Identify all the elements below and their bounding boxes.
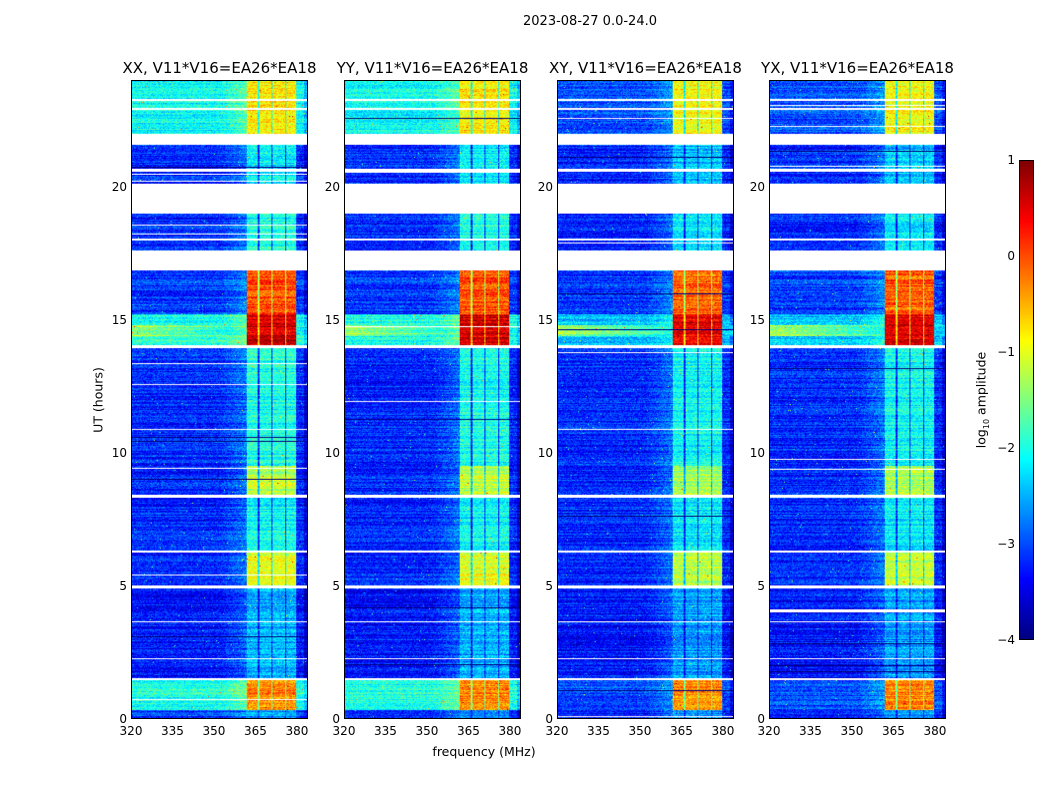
spectrogram-panel <box>557 80 734 719</box>
colorbar-tick-label: −2 <box>997 441 1015 455</box>
x-tick-label: 350 <box>840 724 864 738</box>
y-tick-label: 15 <box>749 312 765 327</box>
spectrogram-panel <box>344 80 521 719</box>
x-tick-label: 335 <box>161 724 184 738</box>
y-tick-label: 5 <box>332 578 340 593</box>
colorbar-label-sub: 10 <box>981 418 991 430</box>
colorbar-tick-label: 1 <box>1007 153 1015 167</box>
x-tick-label: 350 <box>628 724 652 738</box>
y-tick-label: 5 <box>757 578 765 593</box>
y-tick-label: 10 <box>111 445 127 460</box>
colorbar-tick-label: −3 <box>997 537 1015 551</box>
y-tick-label: 20 <box>749 179 765 194</box>
x-tick-label: 365 <box>670 724 693 738</box>
x-tick-label: 320 <box>119 724 143 738</box>
heatmap-image <box>770 81 945 718</box>
x-tick-label: 350 <box>202 724 226 738</box>
x-tick-label: 380 <box>285 724 309 738</box>
x-tick-label: 380 <box>923 724 947 738</box>
x-tick-label: 365 <box>244 724 267 738</box>
y-tick-label: 10 <box>749 445 765 460</box>
colorbar-label: log10 amplitude <box>973 352 991 448</box>
y-tick-label: 15 <box>324 312 340 327</box>
y-tick-label: 10 <box>537 445 553 460</box>
spectrogram-panel <box>769 80 946 719</box>
y-tick-label: 20 <box>537 179 553 194</box>
x-tick-label: 335 <box>587 724 610 738</box>
y-tick-label: 0 <box>119 712 127 726</box>
colorbar-tick-label: 0 <box>1007 249 1015 263</box>
y-tick-label: 0 <box>757 712 765 726</box>
x-axis-label: frequency (MHz) <box>432 744 536 759</box>
spectrogram-panel <box>131 80 308 719</box>
y-tick-label: 10 <box>324 445 340 460</box>
colorbar-label-log: log <box>973 429 989 449</box>
y-tick-label: 15 <box>537 312 553 327</box>
colorbar-tick-label: −4 <box>997 633 1015 647</box>
colorbar <box>1019 160 1034 640</box>
y-tick-label: 0 <box>545 712 553 726</box>
x-tick-label: 320 <box>332 724 356 738</box>
x-tick-label: 350 <box>415 724 439 738</box>
x-tick-label: 320 <box>757 724 781 738</box>
x-tick-label: 380 <box>498 724 522 738</box>
x-tick-label: 320 <box>545 724 569 738</box>
panel-title: YY, V11*V16=EA26*EA18 <box>336 59 529 77</box>
panel-title: YX, V11*V16=EA26*EA18 <box>761 59 954 77</box>
y-axis-label: UT (hours) <box>90 367 106 433</box>
heatmap-image <box>345 81 520 718</box>
heatmap-image <box>558 81 733 718</box>
heatmap-image <box>132 81 307 718</box>
x-tick-label: 365 <box>457 724 480 738</box>
colorbar-tick-label: −1 <box>997 345 1015 359</box>
figure-title: 2023-08-27 0.0-24.0 <box>523 14 657 29</box>
x-tick-label: 335 <box>799 724 822 738</box>
x-tick-label: 335 <box>374 724 397 738</box>
y-tick-label: 0 <box>332 712 340 726</box>
panel-title: XX, V11*V16=EA26*EA18 <box>122 59 317 77</box>
x-tick-label: 380 <box>711 724 735 738</box>
colorbar-label-rest: amplitude <box>973 351 989 419</box>
y-tick-label: 20 <box>111 179 127 194</box>
y-tick-label: 5 <box>119 578 127 593</box>
x-tick-label: 365 <box>882 724 905 738</box>
panel-title: XY, V11*V16=EA26*EA18 <box>549 59 742 77</box>
y-tick-label: 20 <box>324 179 340 194</box>
y-tick-label: 5 <box>545 578 553 593</box>
y-tick-label: 15 <box>111 312 127 327</box>
